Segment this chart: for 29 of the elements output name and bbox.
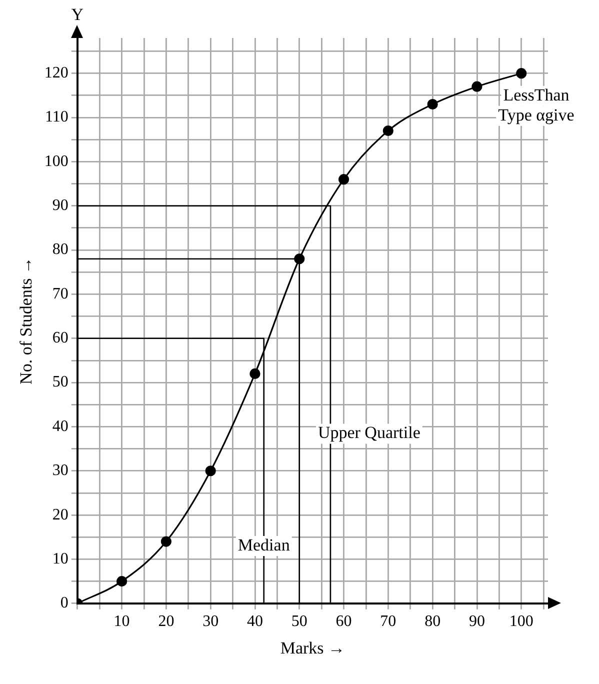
x-tick-label: 100 (509, 613, 534, 630)
y-tick-label: 20 (52, 506, 68, 524)
y-tick-label: 0 (60, 594, 68, 612)
y-tick-label: 60 (52, 330, 68, 347)
y-tick-label: 100 (44, 152, 68, 170)
y-tick-label: 30 (52, 462, 68, 480)
x-tick-label: 80 (424, 613, 441, 630)
annotation: Median (238, 535, 290, 554)
x-tick-label: 90 (468, 613, 485, 630)
y-tick-label: 110 (44, 108, 68, 126)
y-tick-label: 50 (52, 374, 68, 391)
x-tick-label: 70 (380, 613, 396, 630)
y-tick-label: 90 (52, 197, 68, 214)
x-tick-label: 40 (246, 613, 263, 630)
x-axis-title: Marks → (280, 638, 346, 658)
annotation: Upper Quartile (318, 423, 420, 442)
x-tick-label: 50 (291, 613, 308, 630)
x-tick-label: 20 (158, 613, 174, 630)
x-tick-label: 10 (114, 613, 130, 630)
y-tick-label: 120 (44, 64, 68, 82)
y-tick-label: 80 (52, 241, 68, 258)
text: Y (71, 4, 84, 24)
y-tick-label: 10 (52, 550, 68, 568)
y-tick-label: 40 (52, 418, 68, 435)
y-tick-label: 70 (52, 285, 68, 302)
y-axis-title: No. of Students → (16, 256, 36, 384)
annotation: LessThan Type αgive (498, 85, 574, 124)
x-tick-label: 60 (336, 613, 352, 630)
x-tick-label: 30 (202, 613, 219, 630)
